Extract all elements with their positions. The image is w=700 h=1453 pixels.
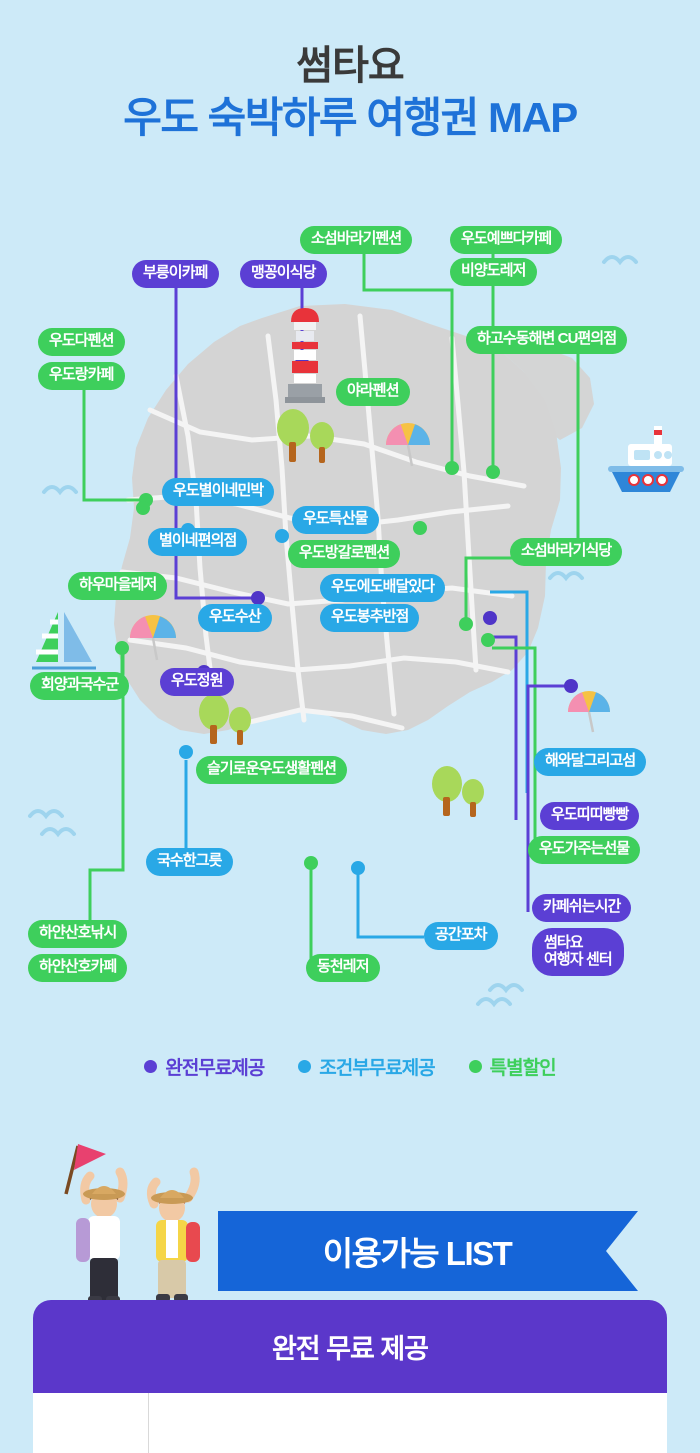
map-label-udoda-pension[interactable]: 우도다펜션: [38, 328, 125, 356]
map-dot-gonggan: [351, 861, 365, 875]
map-dot-hoeyang: [115, 641, 129, 655]
legend-item-discount: 특별할인: [468, 1053, 557, 1080]
beach-umbrella-icon: [568, 691, 610, 733]
panel-table-body: [33, 1393, 667, 1453]
map-label-udo-byeoline-minbak[interactable]: 우도별이네민박: [162, 478, 275, 506]
legend-dot-purple-icon: [144, 1060, 158, 1073]
beach-umbrella-icon: [386, 423, 430, 467]
legend: 완전무료제공 조건부무료제공 특별할인: [0, 1053, 700, 1080]
map-label-udo-yeppeuda-cafe[interactable]: 우도예쁘다카페: [450, 226, 563, 254]
map-label-udo-ttittippangppang[interactable]: 우도띠띠빵빵: [540, 802, 640, 830]
title-line-2: 우도 숙박하루 여행권 MAP: [123, 94, 578, 141]
legend-label-discount: 특별할인: [489, 1058, 557, 1079]
legend-label-conditional: 조건부무료제공: [319, 1058, 435, 1079]
map-label-udorang-cafe[interactable]: 우도랑카페: [38, 362, 125, 390]
map-label-udo-bungalow-pension[interactable]: 우도방갈로펜션: [288, 540, 401, 568]
map-label-guksu-hangeureut[interactable]: 국수한그릇: [146, 848, 233, 876]
map-label-hayan-sanho-fishing[interactable]: 하얀산호낚시: [28, 920, 128, 948]
legend-item-free: 완전무료제공: [144, 1053, 265, 1080]
sseumtayo-center-line1: 썸타요: [544, 934, 584, 951]
banner-shape: 이용가능 LIST: [218, 1211, 638, 1291]
map-label-cafe-swineun-sigan[interactable]: 카페쉬는시간: [532, 894, 632, 922]
map-label-byeoline-store[interactable]: 별이네편의점: [148, 528, 248, 556]
available-list-banner: 이용가능 LIST: [218, 1211, 638, 1291]
sseumtayo-center-line2: 여행자 센터: [544, 951, 613, 969]
map-dot-cafe-swineun: [564, 679, 578, 693]
map-dot-specialty: [413, 521, 427, 535]
tree-icon: [277, 409, 334, 463]
legend-dot-green-icon: [468, 1060, 482, 1073]
map-label-hoeyang-guksugun[interactable]: 회양과국수군: [30, 672, 130, 700]
map-dot-byeoline-store: [275, 529, 289, 543]
free-provision-panel: 완전 무료 제공: [33, 1300, 667, 1453]
map-label-seulgiroun-pension[interactable]: 슬기로운우도생활펜션: [196, 756, 348, 784]
lighthouse-icon: [285, 308, 325, 403]
banner-title: 이용가능 LIST: [322, 1235, 513, 1272]
map-label-biyangdo-leisure[interactable]: 비양도레저: [450, 258, 537, 286]
map-label-hagosudong-cu[interactable]: 하고수동해변 CU편의점: [466, 326, 628, 354]
map-dot-biyangdo: [486, 465, 500, 479]
map-label-hayan-sanho-cafe[interactable]: 하얀산호카페: [28, 954, 128, 982]
map-label-udo-gift[interactable]: 우도가주는선물: [528, 836, 641, 864]
map-dot-gift: [481, 633, 495, 647]
panel-column-divider: [148, 1393, 149, 1453]
map-dot-soseom-sikdang: [459, 617, 473, 631]
map-label-gonggan-pocha[interactable]: 공간포차: [424, 922, 498, 950]
map-label-soseom-baragi-sikdang[interactable]: 소섬바라기식당: [510, 538, 623, 566]
panel-header: 완전 무료 제공: [33, 1300, 667, 1393]
map-label-udo-bongchu-banjeom[interactable]: 우도봉추반점: [320, 604, 420, 632]
map-label-udo-garden[interactable]: 우도정원: [160, 668, 234, 696]
sailboat-icon: [32, 612, 96, 678]
page-title: 썸타요 우도 숙박하루 여행권 MAP: [0, 44, 700, 145]
map-label-ara-pension[interactable]: 야라펜션: [336, 378, 410, 406]
map-label-udo-delivery[interactable]: 우도에도배달있다: [320, 574, 446, 602]
legend-dot-blue-icon: [298, 1060, 312, 1073]
legend-item-conditional: 조건부무료제공: [298, 1053, 436, 1080]
map-label-dongcheon-leisure[interactable]: 동천레저: [306, 954, 380, 982]
map-area: 부릉이카페 맹꽁이식당 소섬바라기펜션 우도예쁘다카페 비양도레저 하고수동해변…: [0, 200, 700, 1030]
tree-icon: [432, 766, 484, 817]
map-dot-udorang: [136, 501, 150, 515]
map-dot-bureungi: [251, 591, 265, 605]
tree-icon: [199, 694, 251, 745]
map-dot-seulgiroun: [179, 745, 193, 759]
map-label-sseumtayo-center[interactable]: 썸타요 여행자 센터: [532, 928, 624, 976]
map-label-maenggongi-restaurant[interactable]: 맹꽁이식당: [240, 260, 327, 288]
travelers-illustration: [64, 1144, 200, 1304]
map-label-hau-maeul-leisure[interactable]: 하우마을레저: [68, 572, 168, 600]
map-dot-ttittippangppang: [483, 611, 497, 625]
map-label-haewadal-island[interactable]: 해와달그리고섬: [534, 748, 647, 776]
beach-umbrella-icon: [129, 615, 176, 661]
map-dot-dongcheon: [304, 856, 318, 870]
map-label-udo-specialty[interactable]: 우도특산물: [292, 506, 379, 534]
ferry-boat-icon: [608, 426, 684, 492]
title-line-1: 썸타요: [296, 44, 404, 88]
map-label-bureungi-cafe[interactable]: 부릉이카페: [132, 260, 219, 288]
map-label-soseom-baragi-pension[interactable]: 소섬바라기펜션: [300, 226, 413, 254]
legend-label-free: 완전무료제공: [165, 1058, 265, 1079]
map-dot-ara: [445, 461, 459, 475]
panel-title: 완전 무료 제공: [271, 1334, 429, 1364]
map-label-udo-susan[interactable]: 우도수산: [198, 604, 272, 632]
